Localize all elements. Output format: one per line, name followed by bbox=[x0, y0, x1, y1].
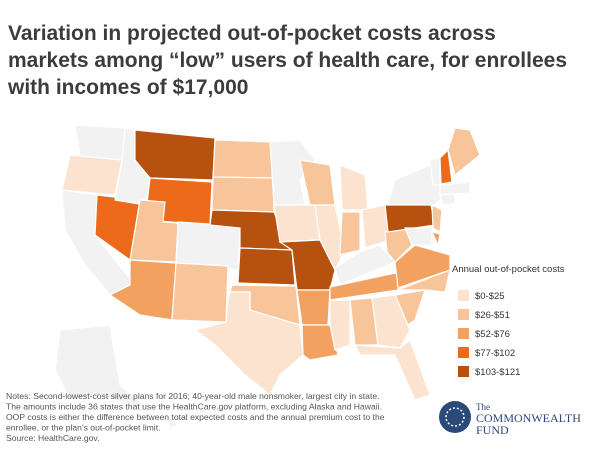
state bbox=[429, 157, 441, 186]
legend: $0-$25 $26-$51 $52-$76 $77-$102 $103-$121 bbox=[458, 290, 520, 378]
state bbox=[273, 204, 321, 243]
state bbox=[397, 269, 451, 293]
state bbox=[430, 231, 441, 247]
state bbox=[301, 324, 339, 361]
state bbox=[171, 262, 229, 323]
state bbox=[339, 164, 369, 211]
legend-swatch bbox=[458, 328, 469, 339]
legend-label: $103-$121 bbox=[475, 367, 520, 378]
state bbox=[447, 127, 481, 177]
note-line: Notes: Second-lowest-cost silver plans f… bbox=[6, 391, 380, 401]
state bbox=[439, 148, 453, 185]
legend-swatch bbox=[458, 347, 469, 358]
legend-label: $26-$51 bbox=[475, 310, 510, 321]
state bbox=[353, 339, 431, 401]
state bbox=[163, 413, 180, 429]
title-line: with incomes of $17,000 bbox=[7, 76, 248, 99]
title-line: markets among “low” users of health care… bbox=[8, 49, 567, 72]
state bbox=[212, 139, 274, 179]
logo-text: The bbox=[476, 402, 490, 412]
state bbox=[299, 159, 336, 206]
note-line: enrollee, or the plan's out-of-pocket li… bbox=[6, 423, 161, 433]
legend-label: $0-$25 bbox=[475, 291, 505, 302]
note-line: The amounts include 36 states that use t… bbox=[6, 402, 382, 412]
logo-emblem bbox=[439, 401, 471, 433]
legend-label: $77-$102 bbox=[475, 348, 515, 359]
logo-emblem-ring bbox=[445, 407, 465, 427]
state bbox=[431, 204, 443, 233]
state bbox=[74, 124, 126, 161]
state bbox=[394, 244, 451, 289]
legend-title: Annual out-of-pocket costs bbox=[452, 264, 565, 275]
notes: Notes: Second-lowest-cost silver plans f… bbox=[6, 391, 385, 443]
state bbox=[329, 299, 351, 351]
us-map bbox=[54, 124, 481, 429]
logo-text: COMMONWEALTH bbox=[476, 411, 581, 425]
logo: The COMMONWEALTH FUND bbox=[439, 401, 581, 437]
title-line: Variation in projected out-of-pocket cos… bbox=[8, 22, 496, 45]
note-line: OOP costs is either the difference betwe… bbox=[6, 412, 385, 422]
state bbox=[394, 289, 426, 326]
state bbox=[175, 221, 241, 271]
state bbox=[314, 204, 346, 272]
state bbox=[211, 176, 275, 213]
state bbox=[54, 324, 151, 411]
legend-swatch bbox=[458, 290, 469, 301]
state bbox=[134, 129, 216, 181]
legend-label: $52-$76 bbox=[475, 329, 510, 340]
state bbox=[339, 211, 361, 256]
note-line: Source: HealthCare.gov. bbox=[6, 433, 99, 443]
legend-swatch bbox=[458, 366, 469, 377]
legend-swatch bbox=[458, 309, 469, 320]
state bbox=[61, 154, 123, 196]
state bbox=[404, 227, 433, 246]
state bbox=[296, 289, 331, 326]
logo-text: FUND bbox=[476, 423, 509, 437]
state bbox=[439, 181, 471, 196]
state bbox=[193, 291, 304, 396]
state bbox=[387, 164, 446, 206]
state bbox=[237, 247, 296, 286]
